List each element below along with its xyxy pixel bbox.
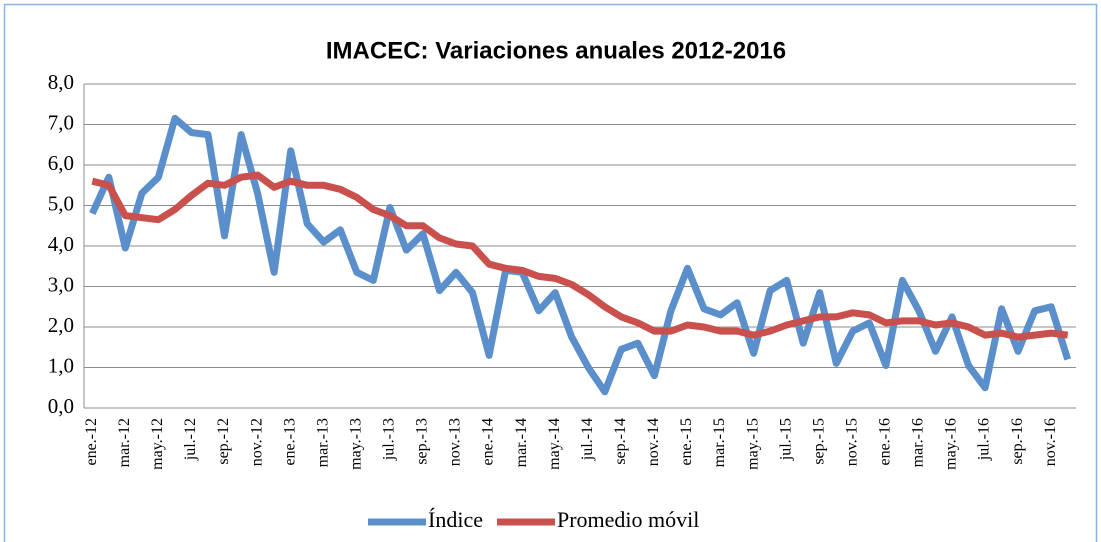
x-tick-label: ene.-16 [877,418,894,466]
x-tick-label: nov.-14 [645,418,662,466]
x-tick-label: sep.-15 [810,418,827,465]
x-tick-label: ene.-13 [281,418,298,466]
x-tick-label: may.-13 [347,418,364,470]
legend-label: Promedio móvil [557,507,699,532]
y-tick-label: 8,0 [48,70,74,94]
x-tick-label: nov.-12 [248,418,265,466]
chart-frame [3,3,1098,542]
x-tick-label: nov.-15 [843,418,860,466]
x-tick-label: jul.-12 [182,418,199,461]
x-tick-label: ene.-12 [83,418,100,466]
x-tick-label: jul.-13 [381,418,398,461]
y-tick-label: 7,0 [48,110,74,134]
data-line [91,171,1069,341]
x-tick-label: sep.-16 [1009,418,1026,465]
x-tick-label: mar.-16 [910,418,927,467]
y-tick-label: 5,0 [48,191,74,215]
legend-label: Índice [428,507,483,532]
y-tick-label: 1,0 [48,353,74,377]
chart-title: IMACEC: Variaciones anuales 2012-2016 [326,37,786,64]
x-tick-label: mar.-14 [513,418,530,467]
x-tick-label: jul.-14 [579,418,596,461]
x-tick-label: ene.-15 [678,418,695,466]
x-tick-label: nov.-13 [447,418,464,466]
x-tick-label: may.-14 [546,418,563,470]
x-tick-label: may.-15 [744,418,761,470]
x-tick-label: mar.-13 [314,418,331,467]
x-tick-label: may.-16 [943,418,960,470]
y-tick-label: 4,0 [48,232,74,256]
x-tick-label: jul.-15 [777,418,794,461]
x-tick-label: jul.-16 [976,418,993,461]
y-tick-label: 6,0 [48,151,74,175]
x-tick-label: nov.-16 [1042,418,1059,466]
x-tick-label: may.-12 [149,418,166,470]
data-line [89,114,1072,396]
y-tick-label: 0,0 [48,394,74,418]
y-tick-label: 3,0 [48,272,74,296]
x-tick-label: ene.-14 [480,418,497,466]
x-tick-label: mar.-15 [711,418,728,467]
x-tick-label: sep.-12 [215,418,232,465]
x-tick-label: sep.-14 [612,418,629,465]
y-tick-label: 2,0 [48,313,74,337]
x-tick-label: sep.-13 [414,418,431,465]
x-tick-label: mar.-12 [116,418,133,467]
